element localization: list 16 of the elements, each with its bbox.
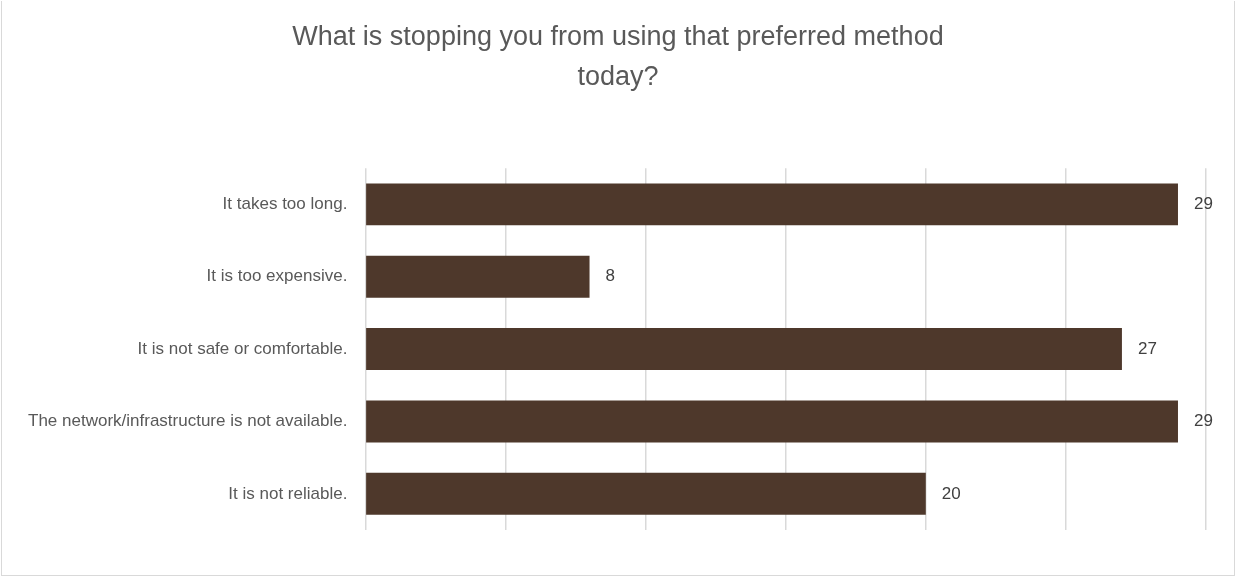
y-tick-label: It takes too long. (222, 194, 348, 214)
y-tick-label: It is not reliable. (228, 483, 348, 503)
y-tick-label: The network/infrastructure is not available. (28, 411, 348, 431)
data-label: 29 (1193, 411, 1213, 431)
chart-title: What is stopping you from using that preferred method today? (291, 20, 945, 93)
data-label: 8 (605, 266, 616, 286)
bar (366, 400, 1178, 443)
y-tick-label: It is not safe or comfortable. (137, 338, 348, 358)
data-label: 20 (941, 483, 961, 503)
bar (366, 328, 1122, 371)
data-label: 29 (1193, 194, 1213, 214)
y-tick-label: It is too expensive. (206, 266, 348, 286)
data-label: 27 (1137, 338, 1157, 358)
bar (366, 183, 1178, 226)
bar (366, 255, 590, 298)
bar (366, 472, 926, 515)
